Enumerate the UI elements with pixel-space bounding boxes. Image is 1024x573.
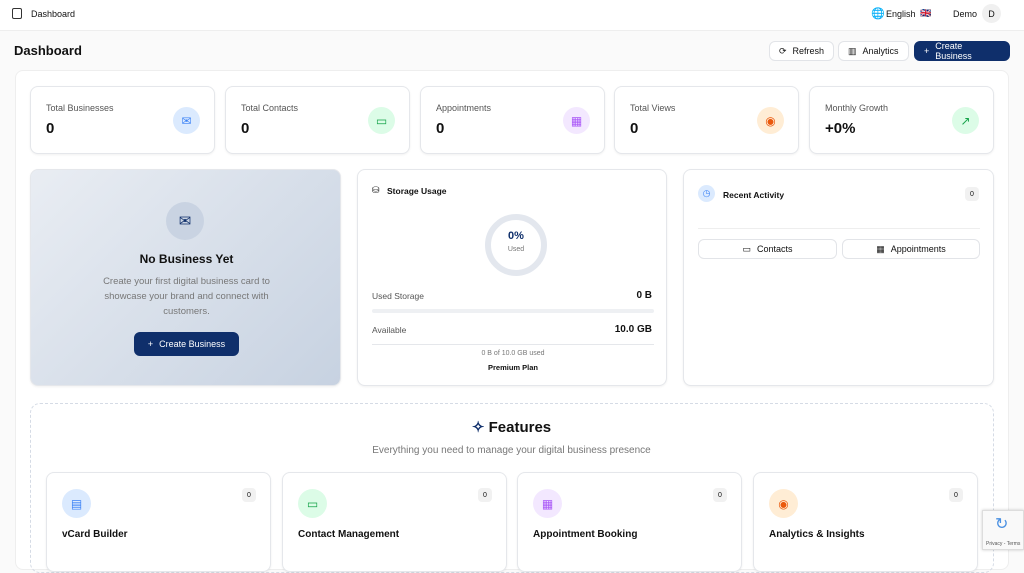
features-subtitle: Everything you need to manage your digit… xyxy=(372,445,651,456)
feature-card[interactable]: ▤ 0 vCard Builder xyxy=(46,472,271,572)
create-business-button[interactable]: + Create Business xyxy=(914,41,1010,61)
stat-label: Total Businesses xyxy=(46,103,114,113)
recent-activity-card: ◷ Recent Activity 0 ▭ Contacts ▦ Appointme… xyxy=(683,169,994,386)
calendar-icon: ▦ xyxy=(563,107,590,134)
recaptcha-text: Privacy - Terms xyxy=(986,541,1021,547)
feature-count: 0 xyxy=(242,488,256,502)
feature-title: Analytics & Insights xyxy=(769,529,865,540)
feature-count: 0 xyxy=(713,488,727,502)
recaptcha-icon: ↻ xyxy=(995,516,1009,533)
activity-count: 0 xyxy=(965,187,979,201)
empty-business-card: ✉ No Business Yet Create your first digi… xyxy=(30,169,341,386)
storage-ring xyxy=(485,214,547,276)
mail-icon: ✉ xyxy=(173,107,200,134)
used-storage-label: Used Storage xyxy=(372,291,424,301)
page-title: Dashboard xyxy=(14,43,82,58)
feature-title: Contact Management xyxy=(298,529,400,540)
tab-appointments[interactable]: ▦ Appointments xyxy=(842,239,980,259)
eye-icon: ◉ xyxy=(769,489,798,518)
analytics-button[interactable]: ▥ Analytics xyxy=(838,41,909,61)
divider xyxy=(372,344,654,345)
features-title: Features xyxy=(488,419,552,436)
message-icon: ▭ xyxy=(368,107,395,134)
stat-label: Appointments xyxy=(436,103,492,113)
refresh-button[interactable]: ⟳ Refresh xyxy=(769,41,835,61)
analytics-label: Analytics xyxy=(862,46,899,56)
empty-title: No Business Yet xyxy=(139,252,234,266)
eye-icon: ◉ xyxy=(757,107,784,134)
calendar-icon: ▦ xyxy=(876,243,885,254)
storage-title: Storage Usage xyxy=(387,186,447,196)
cta-label: Create Business xyxy=(159,339,226,349)
empty-text: Create your first digital business card … xyxy=(103,276,270,317)
features-heading: ✧ Features xyxy=(31,418,992,436)
tab-contacts-label: Contacts xyxy=(756,244,793,254)
stat-card: Total Businesses 0 ✉ xyxy=(30,86,215,154)
language-selector[interactable]: English xyxy=(886,9,916,19)
feature-count: 0 xyxy=(478,488,492,502)
trending-up-icon: ↗ xyxy=(952,107,979,134)
feature-count: 0 xyxy=(949,488,963,502)
message-icon: ▭ xyxy=(298,489,327,518)
divider xyxy=(698,228,980,229)
user-name[interactable]: Demo xyxy=(953,9,978,19)
clock-icon: ◷ xyxy=(698,185,715,202)
used-storage-value: 0 B xyxy=(636,290,652,301)
breadcrumb: Dashboard xyxy=(31,9,76,19)
plan-name: Premium Plan xyxy=(487,363,539,372)
feature-card[interactable]: ▦ 0 Appointment Booking xyxy=(517,472,742,572)
plus-icon: + xyxy=(924,46,930,56)
bar-chart-icon: ▥ xyxy=(848,45,857,56)
storage-percent: 0% xyxy=(508,230,524,242)
available-value: 10.0 GB xyxy=(614,324,652,335)
stat-card: Monthly Growth +0% ↗ xyxy=(809,86,994,154)
hard-drive-icon: ⛁ xyxy=(372,185,380,195)
feature-card[interactable]: ◉ 0 Analytics & Insights xyxy=(753,472,978,572)
stat-value: 0 xyxy=(46,120,55,137)
feature-title: Appointment Booking xyxy=(533,529,638,540)
stat-label: Total Contacts xyxy=(241,103,299,113)
stat-value: 0 xyxy=(436,120,445,137)
recaptcha-badge[interactable]: ↻ Privacy - Terms xyxy=(982,510,1024,550)
feature-card[interactable]: ▭ 0 Contact Management xyxy=(282,472,507,572)
activity-title: Recent Activity xyxy=(723,190,785,200)
stat-label: Monthly Growth xyxy=(825,103,889,113)
storage-progress-bar xyxy=(372,309,654,313)
stat-card: Appointments 0 ▦ xyxy=(420,86,605,154)
stat-label: Total Views xyxy=(630,103,676,113)
message-icon: ▭ xyxy=(742,243,751,254)
available-label: Available xyxy=(372,325,407,335)
sidebar-toggle-icon[interactable] xyxy=(12,8,22,19)
building-icon: ▤ xyxy=(62,489,91,518)
plus-icon: + xyxy=(147,339,154,349)
top-bar: Dashboard 🌐 English 🇬🇧 Demo D xyxy=(0,0,1024,31)
stat-card: Total Views 0 ◉ xyxy=(614,86,799,154)
flag-icon: 🇬🇧 xyxy=(920,8,932,18)
avatar[interactable]: D xyxy=(982,4,1001,23)
storage-card: ⛁ Storage Usage 0% Used Used Storage 0 B… xyxy=(357,169,667,386)
stat-value: 0 xyxy=(241,120,250,137)
stat-value: 0 xyxy=(630,120,639,137)
create-label: Create Business xyxy=(935,41,972,61)
feature-title: vCard Builder xyxy=(62,529,128,540)
tab-appointments-label: Appointments xyxy=(890,244,946,254)
stat-value: +0% xyxy=(825,120,856,137)
stat-card: Total Contacts 0 ▭ xyxy=(225,86,410,154)
refresh-icon: ⟳ xyxy=(779,45,787,56)
storage-used-label: Used xyxy=(507,246,525,253)
refresh-label: Refresh xyxy=(792,46,825,56)
create-business-cta[interactable]: + Create Business xyxy=(134,332,239,356)
globe-icon: 🌐 xyxy=(871,8,885,20)
mail-icon: ✉ xyxy=(166,202,204,240)
calendar-icon: ▦ xyxy=(533,489,562,518)
tab-contacts[interactable]: ▭ Contacts xyxy=(698,239,837,259)
sparkles-icon: ✧ xyxy=(471,419,489,436)
storage-summary: 0 B of 10.0 GB used xyxy=(481,350,545,357)
